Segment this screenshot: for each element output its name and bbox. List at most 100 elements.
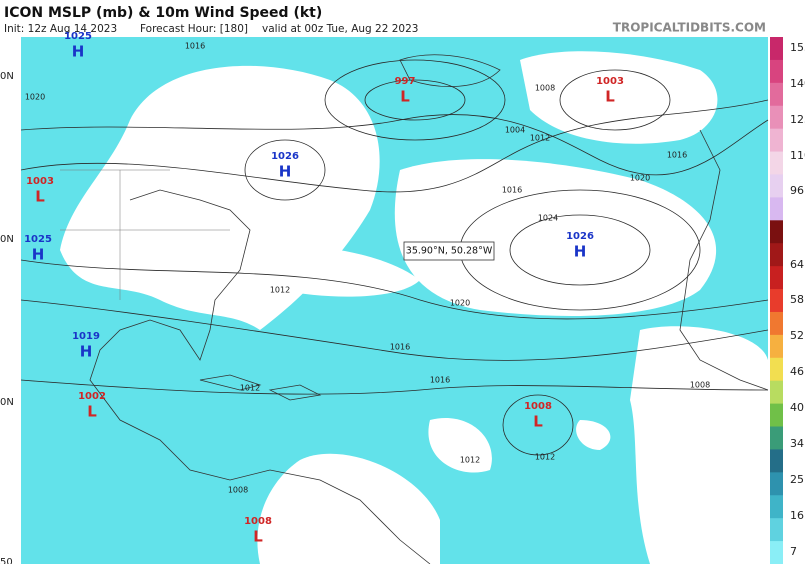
- calm-area: [428, 418, 611, 473]
- center-symbol: L: [400, 88, 410, 106]
- coastlines: [60, 54, 769, 564]
- colorbar-swatch: [770, 518, 783, 542]
- center-symbol: H: [72, 43, 85, 61]
- colorbar-swatch: [770, 495, 783, 519]
- center-value: 1008: [244, 516, 272, 527]
- isobar-label: 1016: [390, 343, 410, 352]
- center-symbol: L: [605, 88, 615, 106]
- readout-box: [403, 241, 495, 261]
- colorbar-swatch: [770, 105, 783, 130]
- colorbar-swatch: [770, 472, 783, 496]
- isobar-label: 1008: [228, 486, 248, 495]
- calm-area: [630, 326, 768, 564]
- colorbar-label: 7: [790, 545, 797, 558]
- colorbar-swatch: [770, 151, 783, 175]
- isobar-labels: 1016 1020 1012 1008 1004 1016 1020 1024 1012 1016…: [25, 42, 710, 495]
- calm-area: [394, 159, 717, 316]
- center-symbol: L: [533, 413, 543, 431]
- colorbar-label: 64: [790, 258, 804, 271]
- center-value: 997: [395, 76, 416, 87]
- colorbar-swatch: [770, 426, 783, 450]
- colorbar-swatch: [770, 82, 783, 107]
- map: 1016 1020 1012 1008 1004 1016 1020 1024 1012 1016…: [20, 31, 769, 564]
- colorbar-label: 46: [790, 365, 804, 378]
- center-symbol: H: [32, 246, 45, 264]
- center-value: 1025: [24, 234, 52, 245]
- center-value: 1026: [566, 231, 594, 242]
- colorbar-swatch: [770, 128, 783, 153]
- colorbar-swatch: [770, 197, 783, 221]
- center-symbol: H: [574, 243, 587, 261]
- forecast-hour: Forecast Hour: [180]: [140, 23, 248, 35]
- colorbar: 155 140 125 110 96 64 58 52 46 40 34 25 16 7: [770, 37, 805, 564]
- center-symbol: H: [279, 163, 292, 181]
- isobar-label: 1016: [185, 42, 205, 51]
- isobar-label: 1012: [270, 286, 290, 295]
- colorbar-swatch: [770, 449, 783, 473]
- isobar-label: 1012: [535, 453, 555, 462]
- isobar-label: 1016: [430, 376, 450, 385]
- colorbar-swatch: [770, 403, 783, 428]
- center-value: 1002: [78, 391, 106, 402]
- isobar-label: 1024: [538, 214, 558, 223]
- center-symbol: L: [35, 188, 45, 206]
- isobar-label: 1008: [690, 381, 710, 390]
- header: ICON MSLP (mb) & 10m Wind Speed (kt) Ini…: [4, 5, 766, 35]
- isobar-label: 1012: [240, 384, 260, 393]
- center-value: 1003: [596, 76, 624, 87]
- pressure-centers: 1025H1003L1025H1019H1002L1008L1026H997L1…: [24, 31, 624, 546]
- colorbar-swatch: [770, 334, 783, 359]
- center-value: 1008: [524, 401, 552, 412]
- colorbar-swatch: [770, 266, 783, 290]
- colorbar-swatch: [770, 541, 783, 564]
- colorbar-label: 34: [790, 437, 804, 450]
- center-symbol: L: [253, 528, 263, 546]
- colorbar-label: 140: [790, 77, 805, 90]
- latitude-labels: 0N 0N 0N 50: [0, 71, 14, 564]
- colorbar-label: 52: [790, 329, 804, 342]
- isobar-label: 1020: [25, 93, 45, 102]
- colorbar-swatch: [770, 380, 783, 405]
- colorbar-swatch: [770, 174, 783, 198]
- readout-text: 35.90°N, 50.28°W: [406, 246, 493, 257]
- colorbar-label: 110: [790, 149, 805, 162]
- title: ICON MSLP (mb) & 10m Wind Speed (kt): [4, 5, 322, 21]
- colorbar-label: 155: [790, 41, 805, 54]
- center-symbol: H: [80, 343, 93, 361]
- colorbar-swatch: [770, 311, 783, 336]
- brand: TROPICALTIDBITS.COM: [613, 21, 766, 35]
- lat-label: 0N: [0, 397, 14, 408]
- colorbar-swatch: [770, 59, 783, 84]
- valid-time: valid at 00z Tue, Aug 22 2023: [262, 23, 418, 35]
- colorbar-label: 96: [790, 184, 804, 197]
- colorbar-swatch: [770, 37, 783, 61]
- center-value: 1019: [72, 331, 100, 342]
- init: Init: 12z Aug 14 2023: [4, 23, 117, 35]
- colorbar-swatch: [770, 220, 783, 244]
- colorbar-label: 125: [790, 113, 805, 126]
- cursor-readout: 35.90°N, 50.28°W: [403, 241, 495, 261]
- colorbar-label: 16: [790, 509, 804, 522]
- isobar-label: 1012: [530, 134, 550, 143]
- center-value: 1025: [64, 31, 92, 42]
- isobar-label: 1020: [630, 174, 650, 183]
- lat-label: 0N: [0, 234, 14, 245]
- calm-area: [520, 51, 718, 144]
- center-symbol: L: [87, 403, 97, 421]
- center-value: 1026: [271, 151, 299, 162]
- isobar-label: 1016: [667, 151, 687, 160]
- isobar-label: 1012: [460, 456, 480, 465]
- colorbar-swatch: [770, 243, 783, 267]
- isobar-label: 1016: [502, 186, 522, 195]
- lat-label: 0N: [0, 71, 14, 82]
- colorbar-label: 40: [790, 401, 804, 414]
- calm-area: [250, 246, 420, 297]
- colorbar-swatch: [770, 289, 783, 313]
- isobar-label: 1008: [535, 84, 555, 93]
- isobar-label: 1004: [505, 126, 525, 135]
- calm-area: [257, 453, 440, 564]
- isobar-label: 1020: [450, 299, 470, 308]
- center-value: 1003: [26, 176, 54, 187]
